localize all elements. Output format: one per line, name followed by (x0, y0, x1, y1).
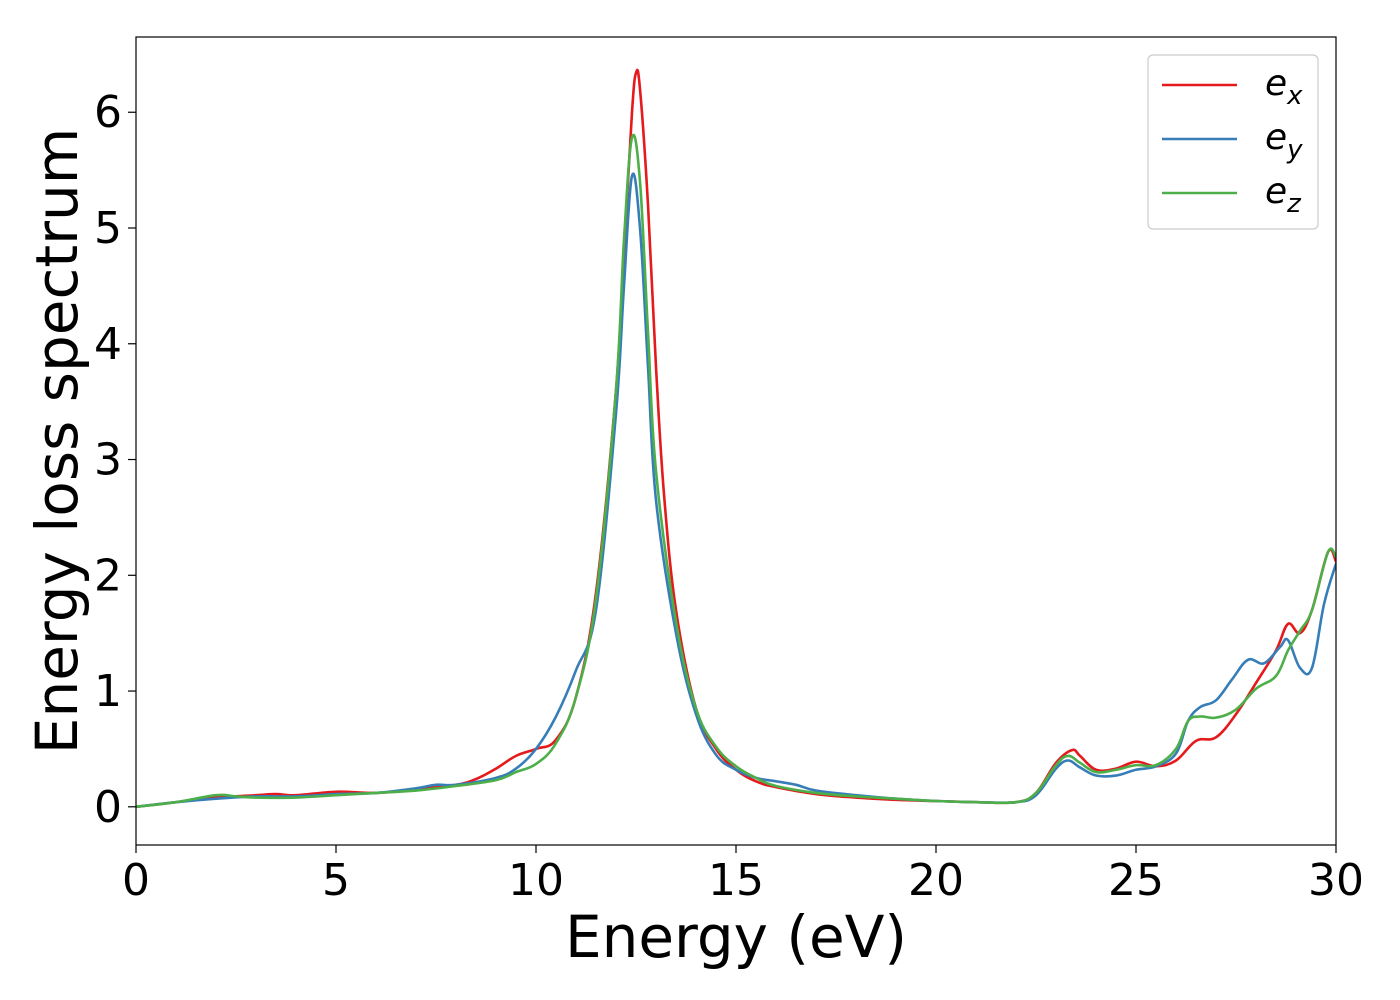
x-tick-label: 0 (122, 855, 150, 906)
y-tick-label: 5 (94, 203, 122, 254)
y-tick-label: 0 (94, 782, 122, 833)
y-axis-title: Energy loss spectrum (23, 128, 91, 754)
legend-label-y: ey (1265, 117, 1303, 165)
legend: ex ey ez (1147, 54, 1319, 230)
x-tick-label: 5 (322, 855, 350, 906)
legend-box (1147, 54, 1319, 230)
y-tick-label: 6 (94, 87, 122, 138)
legend-label-z: ez (1265, 171, 1302, 219)
x-tick-label: 15 (708, 855, 764, 906)
x-axis-ticks: 0 5 10 15 20 25 30 (122, 845, 1364, 906)
y-tick-label: 3 (94, 435, 122, 486)
series-line-z (136, 133, 1336, 809)
x-tick-label: 20 (908, 855, 964, 906)
x-tick-label: 30 (1308, 855, 1364, 906)
x-tick-label: 25 (1108, 855, 1164, 906)
x-tick-label: 10 (508, 855, 564, 906)
x-axis-title: Energy (eV) (565, 903, 907, 971)
y-axis-ticks: 0 1 2 3 4 5 6 (94, 87, 136, 833)
series-layer (136, 68, 1336, 809)
legend-label-x: ex (1265, 63, 1303, 111)
series-line-y (136, 172, 1336, 809)
y-tick-label: 2 (94, 550, 122, 601)
y-tick-label: 1 (94, 666, 122, 717)
y-tick-label: 4 (94, 319, 122, 370)
